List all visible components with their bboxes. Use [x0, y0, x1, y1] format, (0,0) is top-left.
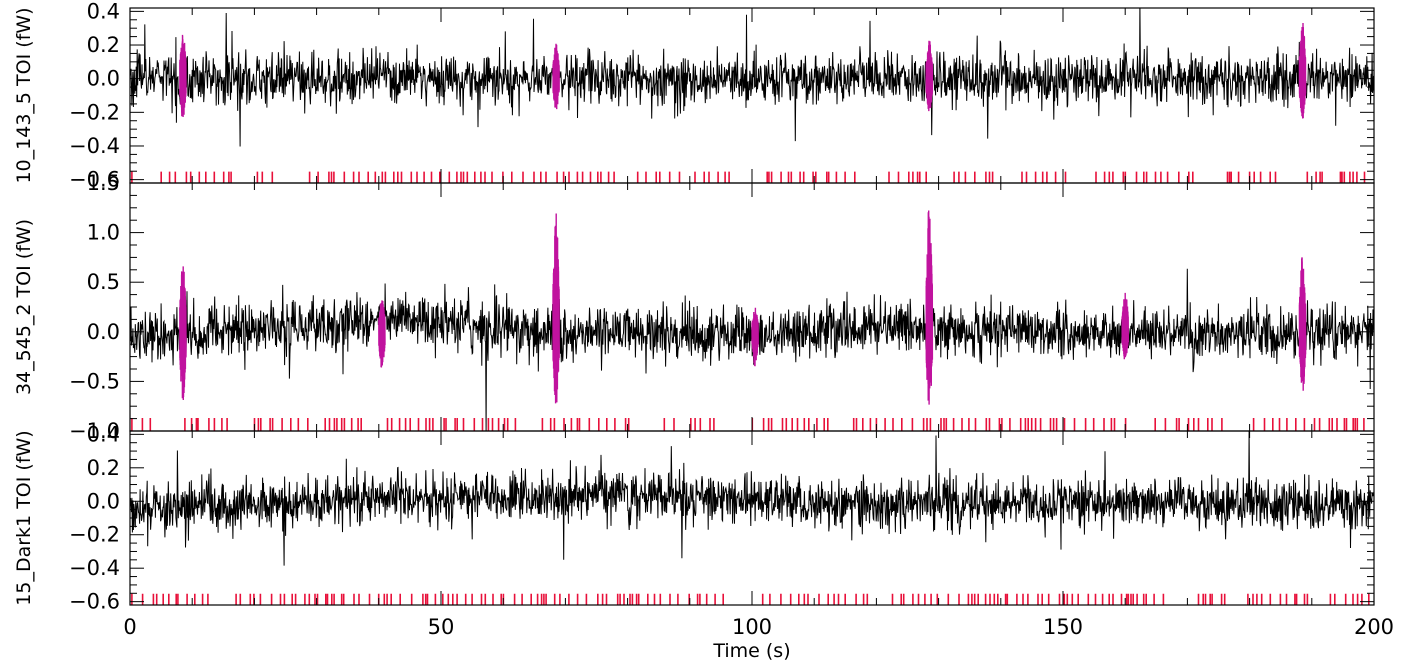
x-tick-label: 150: [1043, 615, 1083, 639]
signal-trace-1: [130, 8, 1374, 147]
y-tick-label: −0.4: [69, 134, 120, 158]
flagged-burst: [552, 213, 560, 404]
y-tick-label: 0.0: [87, 489, 120, 513]
plot-frame: [129, 7, 1375, 184]
y-tick-label: −0.5: [69, 369, 120, 393]
flagged-burst: [179, 34, 187, 118]
flag-marks-2: [131, 418, 1365, 431]
panel-3-data: [130, 431, 1374, 605]
y-tick-label: 0.2: [87, 33, 120, 57]
x-axis-label: Time (s): [712, 640, 790, 662]
x-tick-label: 0: [123, 615, 136, 639]
y-tick-label: −1.0: [69, 419, 120, 443]
y-tick-label: −0.6: [69, 168, 120, 192]
flagged-burst: [1298, 22, 1307, 119]
signal-trace-3: [130, 431, 1374, 566]
flagged-burst: [1121, 292, 1129, 360]
y-axis-label: 15_Dark1 TOI (fW): [13, 430, 35, 605]
y-tick-label: 1.0: [87, 221, 120, 245]
flagged-burst: [378, 300, 386, 368]
y-tick-label: 0.5: [87, 270, 120, 294]
y-tick-label: −0.4: [69, 556, 120, 580]
panel-2-data: [130, 210, 1374, 431]
signal-trace-2: [130, 268, 1374, 431]
y-tick-label: 1.5: [87, 171, 120, 195]
panels: −0.6−0.4−0.20.00.20.410_143_5 TOI (fW)−1…: [13, 0, 1394, 662]
panel-1-data: [130, 8, 1374, 183]
x-tick-label: 200: [1354, 615, 1394, 639]
y-tick-label: 0.0: [87, 67, 120, 91]
y-tick-label: −0.2: [69, 523, 120, 547]
y-tick-label: 0.0: [87, 320, 120, 344]
flagged-burst: [751, 307, 759, 367]
y-tick-label: 0.4: [87, 422, 120, 446]
flagged-burst: [552, 43, 560, 110]
y-tick-label: 0.2: [87, 456, 120, 480]
y-tick-label: 0.4: [87, 0, 120, 23]
flagged-burst: [179, 266, 187, 401]
panel-1: −0.6 −0.4 −0.2 0.0 0.2 0.4 10_143_5 TOI (fW): [13, 0, 1375, 192]
y-axis-label: 34_545_2 TOI (fW): [13, 219, 35, 395]
flagged-burst: [1298, 257, 1307, 391]
y-tick-label: −0.6: [69, 590, 120, 614]
flagged-burst: [925, 210, 934, 405]
y-tick-label: −0.2: [69, 100, 120, 124]
x-tick-label: 50: [428, 615, 455, 639]
flag-marks-3: [131, 593, 1370, 605]
y-axis-label: 10_143_5 TOI (fW): [13, 7, 35, 183]
panel-2: −1.0 −0.5 0.0 0.5 1.0 1.5 34_545_2 TOI (fW): [13, 171, 1375, 443]
x-tick-label: 100: [732, 615, 772, 639]
flagged-burst: [925, 40, 934, 112]
panel-3: −0.6 −0.4 −0.2 0.0 0.2 0.4 15_Dark1 TOI (fW) 0 5…: [13, 422, 1394, 662]
